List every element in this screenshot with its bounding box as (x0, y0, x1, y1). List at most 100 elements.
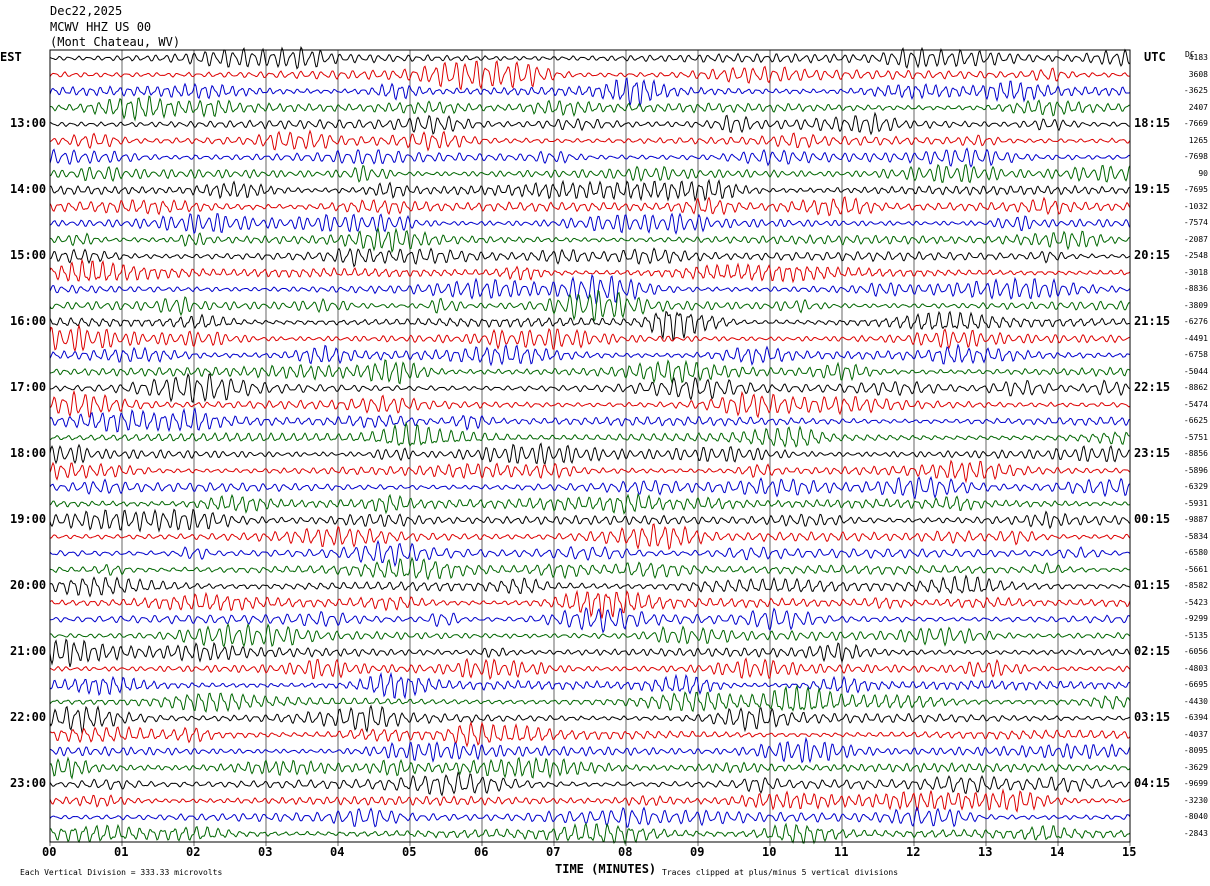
dc-offset-label: -8582 (1183, 581, 1208, 591)
dc-offset-label: -9887 (1183, 515, 1208, 525)
left-hour-label: 21:00 (10, 644, 47, 659)
x-axis-label: TIME (MINUTES) (555, 862, 657, 876)
seismic-trace (49, 196, 1131, 217)
seismic-trace (49, 657, 1131, 681)
dc-offset-label: -5661 (1183, 564, 1208, 574)
seismic-trace (49, 407, 1131, 433)
dc-offset-label: -5834 (1183, 531, 1208, 541)
dc-offset-label: -4491 (1183, 333, 1208, 343)
seismic-trace (49, 389, 1131, 419)
left-hour-label: 15:00 (10, 248, 47, 263)
dc-offset-label: -4037 (1183, 729, 1208, 739)
seismic-trace (49, 539, 1131, 568)
left-hour-label: 22:00 (10, 710, 47, 725)
seismic-trace (49, 178, 1131, 202)
seismic-trace (49, 493, 1131, 515)
x-tick-label: 03 (258, 845, 273, 859)
dc-offset-label: -3018 (1183, 267, 1208, 277)
dc-offset-label: -5423 (1183, 597, 1208, 607)
dc-offset-label: 4183 (1188, 53, 1208, 63)
frame-border (49, 49, 1131, 843)
x-tick-label: 10 (762, 845, 777, 859)
dc-offset-label: -9299 (1183, 614, 1208, 624)
dc-offset-label: -5896 (1183, 465, 1208, 475)
x-tick-label: 06 (474, 845, 489, 859)
location-label: (Mont Chateau, WV) (50, 35, 181, 49)
dc-offset-label: -3629 (1183, 762, 1208, 772)
dc-offset-label: -4803 (1183, 663, 1208, 673)
seismic-trace (49, 638, 1131, 667)
left-hour-label: 18:00 (10, 446, 47, 461)
dc-offset-label: -5135 (1183, 630, 1208, 640)
seismic-trace (49, 289, 1131, 323)
seismic-trace (49, 508, 1131, 533)
seismic-trace (49, 806, 1131, 828)
right-hour-label: 20:15 (1134, 248, 1171, 263)
dc-offset-label: 2407 (1188, 102, 1208, 112)
seismic-trace (49, 95, 1131, 122)
right-hour-label: 03:15 (1134, 710, 1171, 725)
dc-offset-label: -5474 (1183, 399, 1208, 409)
scale-note: Each Vertical Division = 333.33 microvol… (20, 868, 223, 877)
x-tick-label: 15 (1122, 845, 1137, 859)
dc-offset-label: -7695 (1183, 185, 1208, 195)
right-hour-label: 19:15 (1134, 182, 1171, 197)
seismic-traces (49, 46, 1131, 846)
x-tick-label: 12 (906, 845, 921, 859)
seismic-trace (49, 46, 1131, 70)
x-tick-label: 01 (114, 845, 129, 859)
dc-offset-label: -6329 (1183, 482, 1208, 492)
left-hour-label: 16:00 (10, 314, 47, 329)
clip-note: Traces clipped at plus/minus 5 vertical … (662, 868, 899, 877)
dc-offset-label: -6758 (1183, 350, 1208, 360)
minute-gridlines (49, 50, 1131, 846)
seismic-trace (49, 607, 1131, 634)
seismic-trace (49, 310, 1131, 342)
dc-offset-label: -2087 (1183, 234, 1208, 244)
dc-offset-label: -6625 (1183, 416, 1208, 426)
right-hour-label: 00:15 (1134, 512, 1171, 527)
seismic-trace (49, 163, 1131, 184)
dc-offset-label: -2548 (1183, 251, 1208, 261)
right-hour-label: 21:15 (1134, 314, 1171, 329)
dc-offset-label: -8862 (1183, 383, 1208, 393)
dc-offset-label: -7669 (1183, 119, 1208, 129)
right-timezone-label: UTC (1144, 50, 1166, 64)
left-hour-label: 19:00 (10, 512, 47, 527)
plot-frame (49, 49, 1131, 843)
right-hour-label: 01:15 (1134, 578, 1171, 593)
dc-offset-label: -8095 (1183, 746, 1208, 756)
dc-offset-label: -8836 (1183, 284, 1208, 294)
seismic-trace (49, 684, 1131, 713)
dc-offset-label: -6056 (1183, 647, 1208, 657)
dc-offset-label: 90 (1198, 168, 1208, 178)
seismic-trace (49, 372, 1131, 403)
seismic-trace (49, 226, 1131, 254)
dc-offset-label: -6276 (1183, 317, 1208, 327)
dc-offset-label: -8040 (1183, 812, 1208, 822)
dc-offset-label: -6580 (1183, 548, 1208, 558)
dc-offset-label: -4430 (1183, 696, 1208, 706)
x-tick-label: 09 (690, 845, 705, 859)
seismic-trace (49, 323, 1131, 353)
dc-offset-label: -7574 (1183, 218, 1208, 228)
dc-offset-label: -3809 (1183, 300, 1208, 310)
right-hour-label: 23:15 (1134, 446, 1171, 461)
dc-offset-label: -5931 (1183, 498, 1208, 508)
dc-offset-label: -3230 (1183, 795, 1208, 805)
seismic-trace (49, 421, 1131, 448)
x-tick-label: 14 (1050, 845, 1065, 859)
seismic-trace (49, 822, 1131, 846)
seismic-trace (49, 247, 1131, 268)
dc-offset-label: -5751 (1183, 432, 1208, 442)
seismic-trace (49, 671, 1131, 700)
seismic-trace (49, 756, 1131, 780)
dc-offset-label: 1265 (1188, 135, 1208, 145)
seismic-trace (49, 475, 1131, 500)
x-tick-label: 08 (618, 845, 633, 859)
station-label: MCWV HHZ US 00 (50, 20, 152, 34)
left-timezone-label: EST (0, 50, 22, 64)
dc-offset-label: -1032 (1183, 201, 1208, 211)
x-tick-label: 04 (330, 845, 345, 859)
